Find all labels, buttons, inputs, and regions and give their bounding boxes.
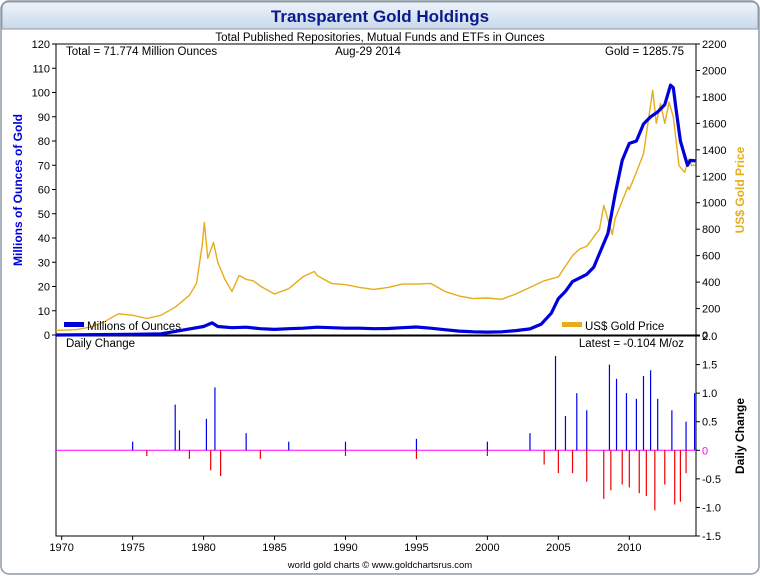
date-annotation: Aug-29 2014: [335, 46, 401, 58]
x-tick-label-5: 1995: [404, 542, 428, 554]
legend-swatch-ounces: [64, 322, 84, 327]
y-tick-label-left-2: 20: [38, 282, 50, 294]
y-axis-title-right: US$ Gold Price: [733, 146, 747, 233]
x-tick-label-6: 2000: [475, 542, 499, 554]
y-tick-label-left-0: 0: [44, 330, 50, 342]
y-tick-label-right-3: 600: [702, 251, 720, 263]
y-tick-label-right-10: 2000: [702, 65, 726, 77]
legend-swatch-gold: [562, 322, 582, 327]
y-tick-label-left-3: 30: [38, 257, 50, 269]
y-tick-label-right-2: 400: [702, 277, 720, 289]
y-tick-label-right-4: 800: [702, 224, 720, 236]
y-tick-label-right-1: 200: [702, 304, 720, 316]
daily-change-title: Daily Change: [66, 338, 135, 350]
y-tick-label-right-7: 1400: [702, 145, 726, 157]
y-tick-label-left-1: 10: [38, 306, 50, 318]
y-tick-label-right-8: 1600: [702, 118, 726, 130]
y-tick-label-daily-3: 0: [702, 445, 708, 457]
total-annotation: Total = 71.774 Million Ounces: [66, 46, 217, 58]
y-tick-label-left-5: 50: [38, 209, 50, 221]
y-tick-label-daily-0: -1.5: [702, 531, 721, 543]
x-tick-label-7: 2005: [546, 542, 570, 554]
upper-plot-area: [55, 43, 697, 336]
y-tick-label-left-12: 120: [32, 39, 50, 51]
y-tick-label-right-11: 2200: [702, 39, 726, 51]
series-line-ounces: [55, 83, 696, 337]
y-tick-label-left-8: 80: [38, 136, 50, 148]
y-axis-title-left: Millions of Ounces of Gold: [11, 114, 25, 266]
y-tick-label-daily-4: 0.5: [702, 417, 717, 429]
y-tick-label-daily-1: -1.0: [702, 502, 721, 514]
y-tick-label-right-5: 1000: [702, 198, 726, 210]
x-tick-label-1: 1975: [120, 542, 144, 554]
footer-credit: world gold charts © www.goldchartsrus.co…: [287, 560, 472, 571]
x-tick-label-4: 1990: [333, 542, 357, 554]
legend: Millions of Ounces US$ Gold Price: [64, 321, 664, 333]
y-tick-label-left-9: 90: [38, 112, 50, 124]
y-tick-label-left-10: 100: [32, 88, 50, 100]
x-tick-label-3: 1985: [262, 542, 286, 554]
x-tick-label-8: 2010: [617, 542, 641, 554]
y-tick-label-right-9: 1800: [702, 92, 726, 104]
y-tick-label-daily-5: 1.0: [702, 388, 717, 400]
x-tick-label-0: 1970: [49, 542, 73, 554]
title-bar: [1, 1, 759, 30]
legend-label-ounces: Millions of Ounces: [87, 321, 181, 333]
y-tick-label-left-6: 60: [38, 185, 50, 197]
legend-label-gold: US$ Gold Price: [585, 321, 664, 333]
gold-price-annotation: Gold = 1285.75: [605, 46, 684, 58]
chart-subtitle: Total Published Repositories, Mutual Fun…: [215, 32, 544, 44]
y-tick-label-right-0: 0: [702, 330, 708, 342]
y-tick-label-left-4: 40: [38, 233, 50, 245]
latest-annotation: Latest = -0.104 M/oz: [579, 338, 684, 350]
y-tick-label-left-7: 70: [38, 160, 50, 172]
y-axis-title-daily-change: Daily Change: [733, 398, 747, 474]
y-tick-label-daily-2: -0.5: [702, 474, 721, 486]
y-tick-label-right-6: 1200: [702, 171, 726, 183]
y-tick-label-left-11: 110: [32, 63, 50, 75]
x-tick-label-2: 1980: [191, 542, 215, 554]
y-tick-label-daily-6: 1.5: [702, 360, 717, 372]
lower-plot-area: [55, 335, 697, 537]
series-line-gold-price: [55, 89, 696, 332]
y-tick-label-daily-7: 2.0: [702, 331, 717, 343]
chart-title: Transparent Gold Holdings: [271, 7, 489, 26]
